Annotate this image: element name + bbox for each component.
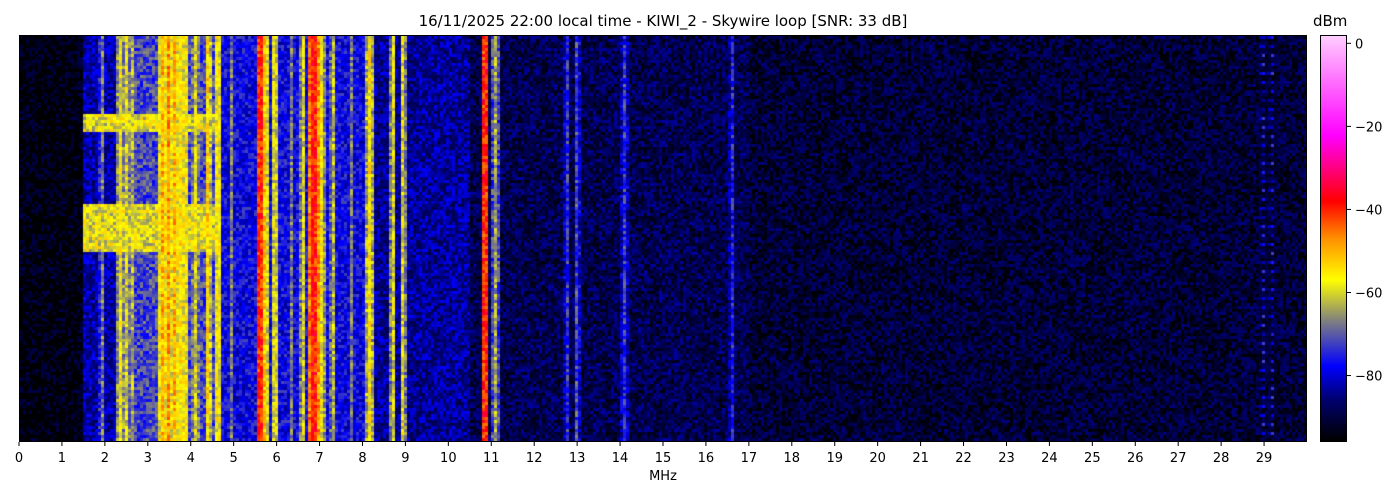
x-axis-label: MHz <box>649 469 677 484</box>
colorbar-tick: −40 <box>1347 203 1382 218</box>
x-tick-label: 8 <box>358 451 366 466</box>
x-tick-label: 6 <box>272 451 280 466</box>
colorbar-tick: −60 <box>1347 286 1382 301</box>
colorbar-tick: −20 <box>1347 120 1382 135</box>
x-tick: 8 <box>358 442 367 466</box>
x-tick-label: 24 <box>1041 451 1058 466</box>
x-tick-label: 19 <box>826 451 843 466</box>
colorbar <box>1320 35 1347 442</box>
x-tick: 13 <box>569 442 586 466</box>
spectrogram-plot <box>19 35 1307 442</box>
colorbar-tick-label: −20 <box>1355 120 1382 135</box>
x-tick-label: 7 <box>315 451 323 466</box>
colorbar-label: dBm <box>1313 12 1348 30</box>
x-tick-label: 11 <box>483 451 500 466</box>
x-tick-label: 28 <box>1213 451 1230 466</box>
x-tick-label: 2 <box>101 451 109 466</box>
x-tick: 16 <box>698 442 715 466</box>
x-tick-label: 4 <box>187 451 195 466</box>
x-tick: 22 <box>955 442 972 466</box>
x-tick: 15 <box>655 442 672 466</box>
x-tick: 20 <box>869 442 886 466</box>
x-tick: 23 <box>998 442 1015 466</box>
x-tick-label: 14 <box>612 451 629 466</box>
x-tick: 24 <box>1041 442 1058 466</box>
x-tick: 25 <box>1084 442 1101 466</box>
colorbar-tick-label: −40 <box>1355 203 1382 218</box>
x-tick: 4 <box>187 442 195 466</box>
spectrogram-heatmap <box>20 36 1306 441</box>
x-tick-label: 5 <box>230 451 238 466</box>
x-tick: 2 <box>101 442 109 466</box>
x-tick: 11 <box>483 442 500 466</box>
x-tick-label: 13 <box>569 451 586 466</box>
x-tick: 28 <box>1213 442 1230 466</box>
x-tick-label: 22 <box>955 451 972 466</box>
x-tick-label: 26 <box>1127 451 1144 466</box>
colorbar-tick-label: 0 <box>1355 37 1363 52</box>
x-tick: 10 <box>440 442 457 466</box>
x-tick-label: 25 <box>1084 451 1101 466</box>
x-tick: 1 <box>58 442 66 466</box>
x-tick-label: 1 <box>58 451 66 466</box>
x-tick-label: 12 <box>526 451 543 466</box>
x-tick-label: 3 <box>144 451 152 466</box>
x-tick: 6 <box>272 442 281 466</box>
x-tick: 9 <box>401 442 410 466</box>
x-tick-label: 9 <box>401 451 409 466</box>
x-tick-label: 16 <box>698 451 715 466</box>
x-tick: 21 <box>912 442 929 466</box>
x-tick: 7 <box>315 442 324 466</box>
x-tick-label: 10 <box>440 451 457 466</box>
x-tick: 0 <box>15 442 23 466</box>
colorbar-tick: −80 <box>1347 370 1382 385</box>
x-tick-label: 21 <box>912 451 929 466</box>
x-tick-label: 15 <box>655 451 672 466</box>
colorbar-tick: 0 <box>1347 37 1363 52</box>
x-tick: 18 <box>784 442 801 466</box>
x-tick: 17 <box>741 442 758 466</box>
x-tick-label: 29 <box>1256 451 1273 466</box>
colorbar-tick-label: −80 <box>1355 370 1382 385</box>
colorbar-gradient <box>1321 36 1346 441</box>
x-tick: 19 <box>826 442 843 466</box>
x-tick: 27 <box>1170 442 1187 466</box>
x-tick-label: 18 <box>784 451 801 466</box>
x-tick-label: 17 <box>741 451 758 466</box>
x-tick-label: 20 <box>869 451 886 466</box>
x-tick: 5 <box>230 442 238 466</box>
x-tick: 3 <box>144 442 152 466</box>
x-tick: 14 <box>612 442 629 466</box>
x-tick: 26 <box>1127 442 1144 466</box>
colorbar-tick-label: −60 <box>1355 286 1382 301</box>
x-tick-label: 23 <box>998 451 1015 466</box>
x-tick-label: 27 <box>1170 451 1187 466</box>
x-tick: 29 <box>1256 442 1273 466</box>
x-tick-label: 0 <box>15 451 23 466</box>
x-tick: 12 <box>526 442 543 466</box>
chart-title: 16/11/2025 22:00 local time - KIWI_2 - S… <box>418 12 908 30</box>
